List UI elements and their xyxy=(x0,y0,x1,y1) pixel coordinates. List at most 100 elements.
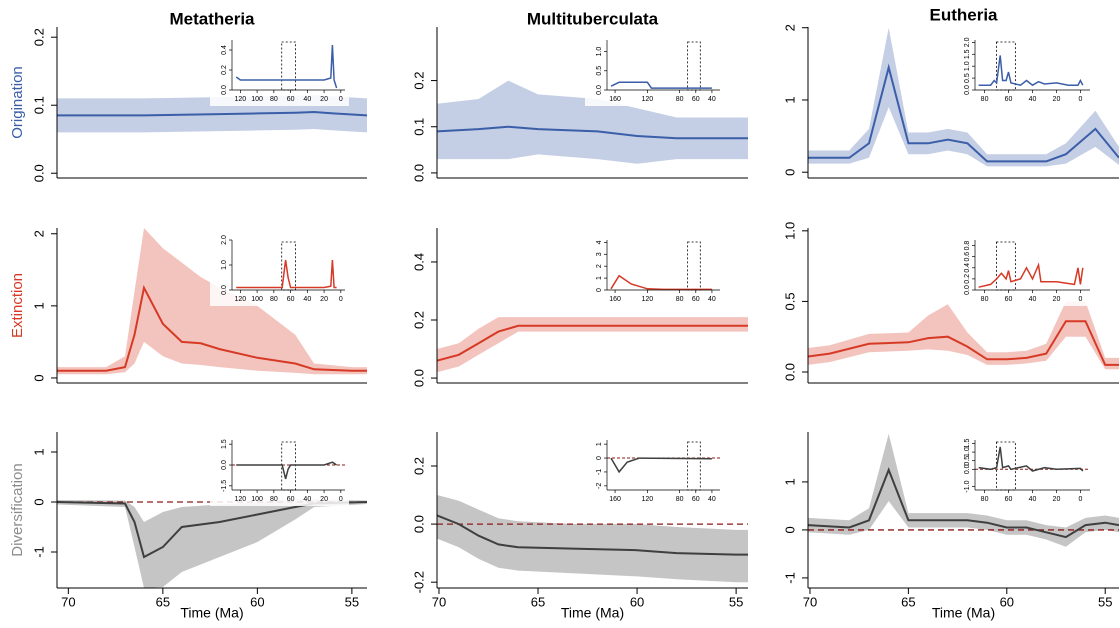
inset-y-tick-label: 1.0 xyxy=(964,447,971,457)
inset-y-tick-label: -1.5 xyxy=(221,480,228,492)
inset-y-tick-label: 0.5 xyxy=(964,73,971,83)
inset-y-tick-label: 1.5 xyxy=(221,439,228,449)
inset: 0.0 0.5 1.0 1.5 2.0 80 60 40 20 0 xyxy=(953,36,1094,106)
inset-background xyxy=(585,36,724,106)
inset-x-tick-label: 120 xyxy=(235,296,247,303)
inset-y-tick-label: 0.4 xyxy=(964,263,971,273)
inset-x-tick-label: 80 xyxy=(981,296,989,303)
inset-y-tick-label: 0 xyxy=(596,456,603,460)
inset-y-tick-label: -2 xyxy=(596,483,603,489)
row-label: Diversification xyxy=(9,463,26,556)
rate-line xyxy=(437,125,748,140)
x-tick-label: 65 xyxy=(901,594,915,609)
inset-y-tick-label: 0.5 xyxy=(596,66,603,76)
inset: 0 1 2 3 4 160 120 80 60 40 xyxy=(585,236,724,306)
panel: 0.0 0.1 0.2 Metatheria Origination 0.0 0.2 0.4 1… xyxy=(9,9,367,182)
inset-x-tick-label: 60 xyxy=(1005,96,1013,103)
inset-y-tick-label: 1 xyxy=(596,276,603,280)
inset-x-tick-label: 60 xyxy=(692,496,700,503)
y-tick-label: 0.2 xyxy=(411,457,426,475)
inset-y-tick-label: 0.4 xyxy=(221,45,228,55)
y-tick-label: 0.2 xyxy=(411,311,426,329)
plot-area xyxy=(437,317,748,373)
inset-background xyxy=(953,36,1094,106)
y-tick-label: 0 xyxy=(782,526,797,533)
uncertainty-band xyxy=(808,433,1119,547)
uncertainty-band xyxy=(437,317,748,373)
inset-x-tick-label: 60 xyxy=(692,296,700,303)
y-tick-label: 1 xyxy=(31,448,46,455)
y-tick-label: 0.0 xyxy=(411,515,426,533)
inset-y-tick-label: 2.0 xyxy=(221,235,228,245)
inset-y-tick-label: 0 xyxy=(596,288,603,292)
inset-x-tick-label: 80 xyxy=(676,296,684,303)
inset-background xyxy=(210,236,349,306)
inset-line xyxy=(978,446,1084,472)
inset: 0.00.20.40.60.8 80 60 40 20 0 xyxy=(953,236,1094,306)
inset-x-tick-label: 60 xyxy=(692,96,700,103)
window-box xyxy=(687,41,701,91)
inset-y-tick-label: 0.0 xyxy=(964,285,971,295)
inset-x-tick-label: 80 xyxy=(981,496,989,503)
inset-x-tick-label: 40 xyxy=(1029,96,1037,103)
inset-x-tick-label: 40 xyxy=(708,496,716,503)
panel: 0.0 0.2 0.4 0 1 2 3 4 160 120 80 60 40 xyxy=(411,228,748,387)
inset: -2 -1 0 1 160 120 80 60 40 xyxy=(585,436,724,506)
y-tick-label: 0.0 xyxy=(411,369,426,387)
panel: 0.00.51.00.00.20.40.60.880 60 40 20 0 xyxy=(782,222,1119,384)
inset-x-tick-label: 120 xyxy=(235,96,247,103)
x-tick-label: 60 xyxy=(1000,594,1014,609)
inset-background xyxy=(953,236,1094,306)
inset-y-tick-label: 0.0 xyxy=(221,85,228,95)
y-tick-label: 2 xyxy=(782,24,797,31)
inset-x-tick-label: 0 xyxy=(1078,496,1082,503)
y-tick-label: 1.0 xyxy=(782,222,797,240)
inset-x-tick-label: 0 xyxy=(339,496,343,503)
x-axis-label: Time (Ma) xyxy=(561,605,624,621)
y-tick-label: 0.1 xyxy=(31,96,46,114)
inset-x-tick-label: 40 xyxy=(1029,496,1037,503)
inset-x-tick-label: 120 xyxy=(235,496,247,503)
x-tick-label: 55 xyxy=(345,594,359,609)
inset: 0.0 1.0 2.0 120 100 80 60 40 20 0 xyxy=(210,235,349,306)
inset: 0.0 0.5 1.0 160 120 80 60 40 xyxy=(585,36,724,106)
inset-y-tick-label: 0.5 xyxy=(964,456,971,466)
y-tick-label: 0 xyxy=(31,374,46,381)
window-box xyxy=(687,441,701,491)
inset-y-tick-label: 4 xyxy=(596,240,603,244)
inset-y-tick-label: 1.5 xyxy=(964,49,971,59)
inset-x-tick-label: 60 xyxy=(1005,496,1013,503)
plot-area xyxy=(808,433,1119,547)
y-tick-label: 0.2 xyxy=(31,28,46,46)
panel: 0.0 0.1 0.2 Multituberculata 0.0 0.5 1.0 160 120… xyxy=(411,9,748,182)
x-tick-label: 70 xyxy=(803,594,817,609)
inset-x-tick-label: 160 xyxy=(609,496,621,503)
row-label: Origination xyxy=(9,66,26,139)
y-tick-label: 0.2 xyxy=(411,72,426,90)
inset-line xyxy=(236,259,337,289)
inset-x-tick-label: 60 xyxy=(287,496,295,503)
x-tick-label: 70 xyxy=(61,594,75,609)
x-axis-label: Time (Ma) xyxy=(932,605,995,621)
x-tick-label: 60 xyxy=(250,594,264,609)
inset-background xyxy=(585,236,724,306)
inset-x-tick-label: 40 xyxy=(303,496,311,503)
x-tick-label: 60 xyxy=(630,594,644,609)
panel: -1 0 1 70 65 60 55 Time (Ma) Diversification -1.5… xyxy=(9,432,367,621)
rate-line xyxy=(808,63,1119,163)
inset-x-tick-label: 40 xyxy=(303,296,311,303)
plot-area xyxy=(808,301,1119,370)
inset-background xyxy=(953,436,1094,506)
rate-line xyxy=(437,514,748,556)
inset-y-tick-label: 0.0 xyxy=(221,285,228,295)
inset-y-tick-label: 2.0 xyxy=(964,37,971,47)
inset-x-tick-label: 0 xyxy=(1078,96,1082,103)
plot-area xyxy=(437,495,748,583)
inset-x-tick-label: 80 xyxy=(270,296,278,303)
rate-line xyxy=(57,110,367,117)
panel: 0 1 2 Extinction 0.0 1.0 2.0 120 100 80 60 40 20 0 xyxy=(9,228,367,384)
y-tick-label: 0 xyxy=(782,169,797,176)
inset: -1.5 0.0 1.5 120 100 80 60 40 20 0 xyxy=(210,436,349,506)
uncertainty-band xyxy=(808,27,1119,167)
y-tick-label: -0.2 xyxy=(411,571,426,593)
